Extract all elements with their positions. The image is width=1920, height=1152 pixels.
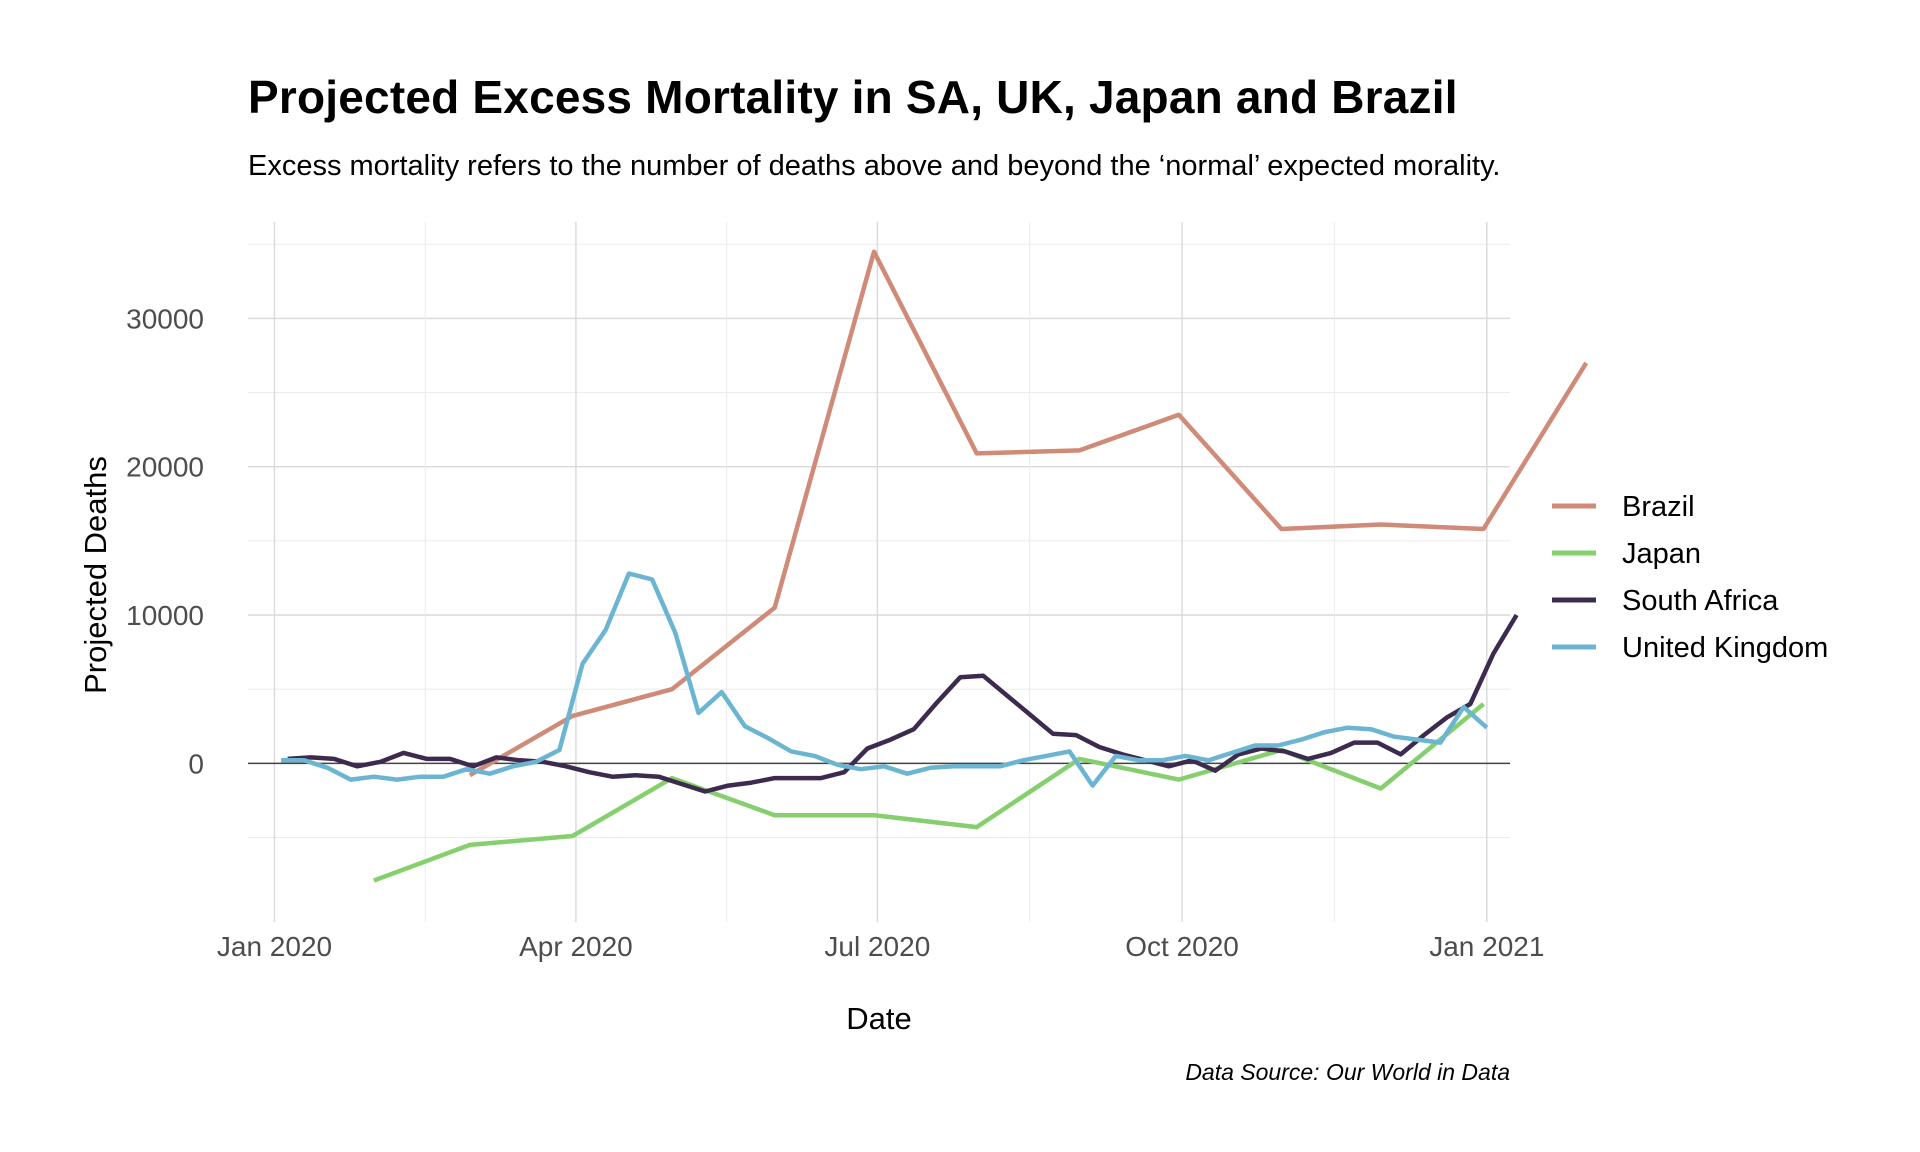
y-tick-label: 10000	[126, 600, 204, 631]
y-tick-label: 20000	[126, 452, 204, 483]
series-line-united-kingdom	[281, 571, 1489, 788]
legend-label: Brazil	[1622, 491, 1695, 523]
series-line-south-africa	[287, 613, 1519, 794]
y-tick-label: 30000	[126, 303, 204, 334]
legend-label: South Africa	[1622, 585, 1779, 617]
legend: Brazil Japan South Africa United Kingdom	[1552, 491, 1828, 664]
chart-title: Projected Excess Mortality in SA, UK, Ja…	[248, 71, 1458, 123]
data-source-caption: Data Source: Our World in Data	[1185, 1059, 1510, 1085]
x-axis-title: Date	[846, 1001, 911, 1036]
x-axis-ticks: Jan 2020 Apr 2020 Jul 2020 Oct 2020 Jan 2021	[217, 931, 1545, 962]
x-tick-label: Jan 2020	[217, 931, 332, 962]
y-axis-ticks: 0 10000 20000 30000	[126, 303, 204, 779]
grid-lines	[248, 222, 1510, 922]
x-tick-label: Oct 2020	[1125, 931, 1239, 962]
x-tick-label: Jan 2021	[1429, 931, 1544, 962]
legend-label: United Kingdom	[1622, 632, 1828, 664]
y-tick-label: 0	[188, 748, 204, 779]
series-line-brazil	[468, 249, 1589, 778]
y-axis-title: Projected Deaths	[78, 456, 113, 694]
x-tick-label: Jul 2020	[824, 931, 930, 962]
series-line-japan	[373, 702, 1485, 883]
chart-subtitle: Excess mortality refers to the number of…	[248, 150, 1501, 182]
legend-label: Japan	[1622, 538, 1701, 570]
series-lines	[281, 249, 1589, 883]
x-tick-label: Apr 2020	[519, 931, 633, 962]
